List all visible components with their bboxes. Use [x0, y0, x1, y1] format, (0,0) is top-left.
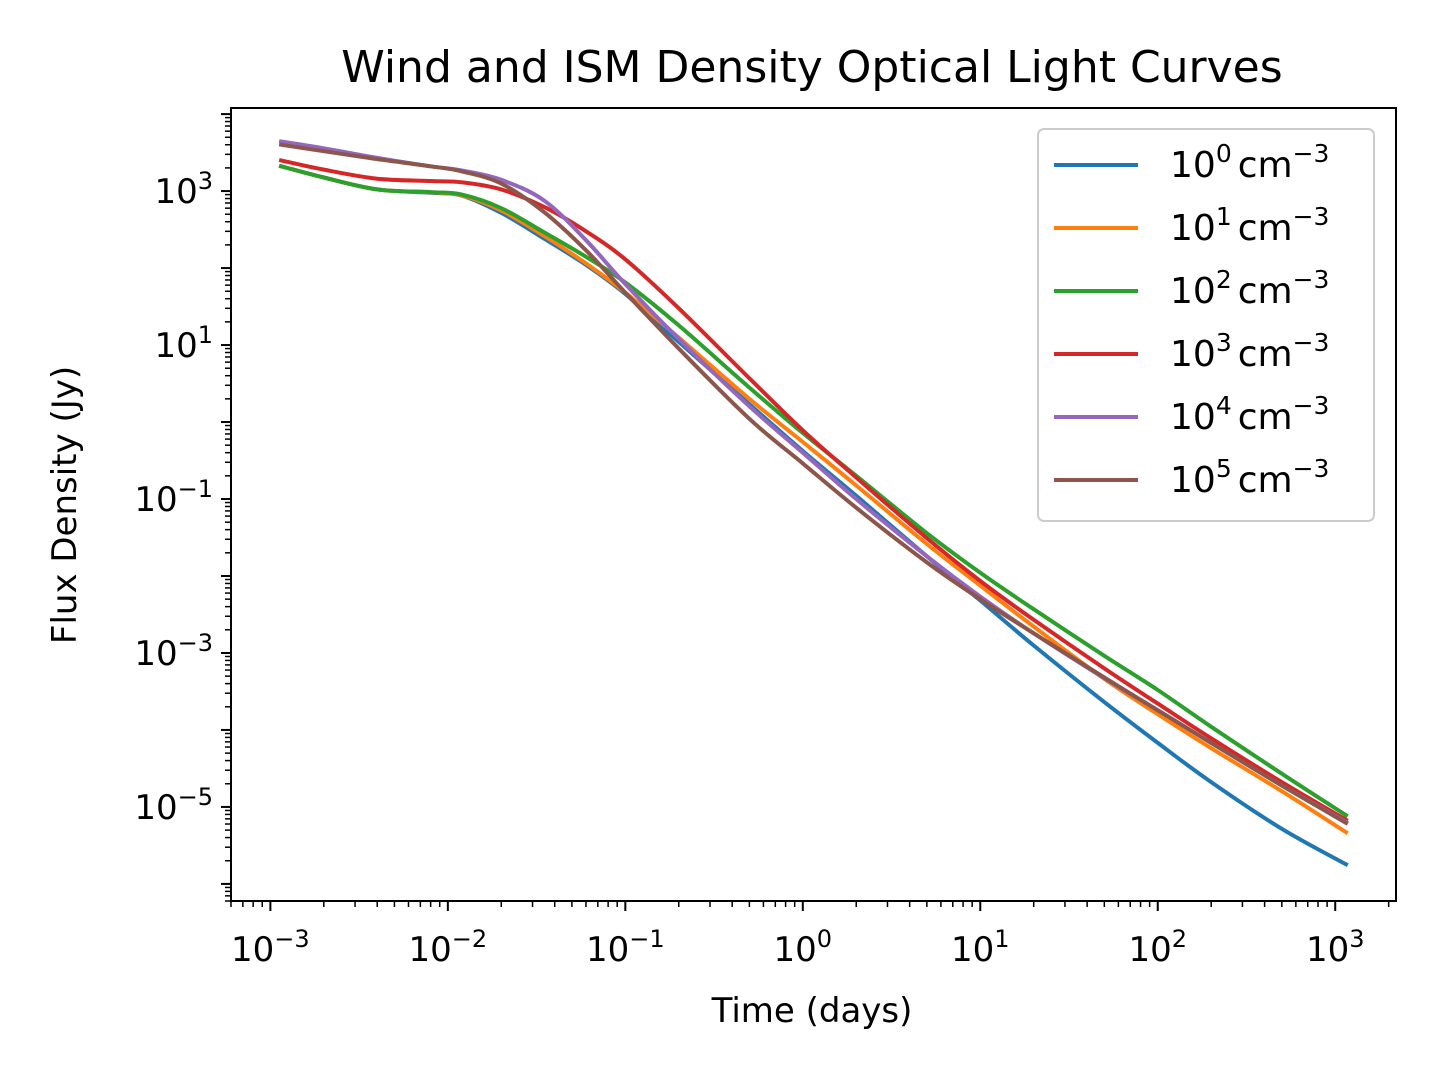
- legend-label-0: 100 cm−3: [1170, 139, 1329, 186]
- y-tick-label: 103: [154, 167, 213, 212]
- legend-label-unit-exponent: −3: [1293, 454, 1330, 483]
- x-tick-label-base: 10: [231, 930, 274, 970]
- legend-label-exponent: 2: [1216, 265, 1232, 294]
- x-axis-label: Time (days): [711, 991, 913, 1031]
- x-tick-label-exponent: −2: [452, 925, 487, 953]
- legend-label-unit: cm: [1238, 334, 1293, 375]
- legend-label-unit: cm: [1238, 208, 1293, 249]
- x-tick-label-base: 10: [1128, 930, 1171, 970]
- y-tick-label-base: 10: [134, 480, 177, 520]
- x-tick-label: 10−3: [231, 925, 310, 970]
- legend-label-exponent: 1: [1216, 202, 1232, 231]
- x-tick-label-exponent: 1: [994, 925, 1009, 953]
- y-tick-label-exponent: 1: [198, 321, 213, 349]
- x-tick-label-base: 10: [586, 930, 629, 970]
- x-tick-label-exponent: 2: [1172, 925, 1187, 953]
- y-tick-label: 101: [154, 321, 213, 366]
- legend-label-2: 102 cm−3: [1170, 265, 1329, 312]
- x-tick-label-base: 10: [1306, 930, 1349, 970]
- y-tick-label: 10−1: [134, 475, 213, 520]
- legend-label-unit: cm: [1238, 271, 1293, 312]
- x-tick-label-base: 10: [774, 930, 817, 970]
- legend-label-4: 104 cm−3: [1170, 391, 1329, 438]
- legend-label-exponent: 3: [1216, 328, 1232, 357]
- series-line-5: [278, 142, 1349, 826]
- legend-label-base: 10: [1170, 145, 1216, 186]
- x-axis-ticks: 10−3 10−2 10−1 100 101 102 103: [230, 901, 1390, 970]
- legend-label-3: 103 cm−3: [1170, 328, 1329, 375]
- legend-label-unit: cm: [1238, 145, 1293, 186]
- chart-title: Wind and ISM Density Optical Light Curve…: [341, 42, 1282, 93]
- legend-label-unit: cm: [1238, 397, 1293, 438]
- y-tick-label: 10−5: [134, 783, 213, 828]
- x-tick-label-base: 10: [409, 930, 452, 970]
- legend-label-unit: cm: [1238, 460, 1293, 501]
- y-tick-label-base: 10: [134, 634, 177, 674]
- legend-label-base: 10: [1170, 397, 1216, 438]
- x-tick-label: 101: [951, 925, 1010, 970]
- x-tick-label: 10−1: [586, 925, 665, 970]
- y-tick-label-base: 10: [134, 788, 177, 828]
- legend-label-base: 10: [1170, 334, 1216, 375]
- series-layer: [278, 139, 1349, 868]
- legend-label-unit-exponent: −3: [1293, 139, 1330, 168]
- legend-label-exponent: 5: [1216, 454, 1232, 483]
- legend-label-base: 10: [1170, 460, 1216, 501]
- legend-label-exponent: 0: [1216, 139, 1232, 168]
- x-tick-label: 102: [1128, 925, 1187, 970]
- legend-label-unit-exponent: −3: [1293, 391, 1330, 420]
- y-tick-label-base: 10: [154, 326, 197, 366]
- legend-label-unit-exponent: −3: [1293, 202, 1330, 231]
- legend-label-exponent: 4: [1216, 391, 1232, 420]
- y-tick-label-exponent: −5: [178, 783, 213, 811]
- y-tick-label-base: 10: [154, 172, 197, 212]
- x-tick-label-exponent: 3: [1349, 925, 1364, 953]
- x-tick-label: 100: [774, 925, 833, 970]
- x-tick-label-exponent: −3: [274, 925, 309, 953]
- x-tick-label: 103: [1306, 925, 1365, 970]
- x-tick-label-base: 10: [951, 930, 994, 970]
- legend-label-unit-exponent: −3: [1293, 328, 1330, 357]
- y-tick-label-exponent: −3: [178, 629, 213, 657]
- series-line-2: [278, 163, 1349, 818]
- legend-label-unit-exponent: −3: [1293, 265, 1330, 294]
- legend-label-5: 105 cm−3: [1170, 454, 1329, 501]
- legend-label-base: 10: [1170, 208, 1216, 249]
- y-tick-label: 10−3: [134, 629, 213, 674]
- legend-label-base: 10: [1170, 271, 1216, 312]
- y-tick-label-exponent: −1: [178, 475, 213, 503]
- x-tick-label-exponent: 0: [817, 925, 832, 953]
- series-line-3: [278, 158, 1349, 823]
- y-axis-label: Flux Density (Jy): [45, 366, 85, 644]
- axes-frame: [230, 107, 1397, 902]
- y-tick-label-exponent: 3: [198, 167, 213, 195]
- legend-label-1: 101 cm−3: [1170, 202, 1329, 249]
- x-tick-label: 10−2: [409, 925, 488, 970]
- x-tick-label-exponent: −1: [629, 925, 664, 953]
